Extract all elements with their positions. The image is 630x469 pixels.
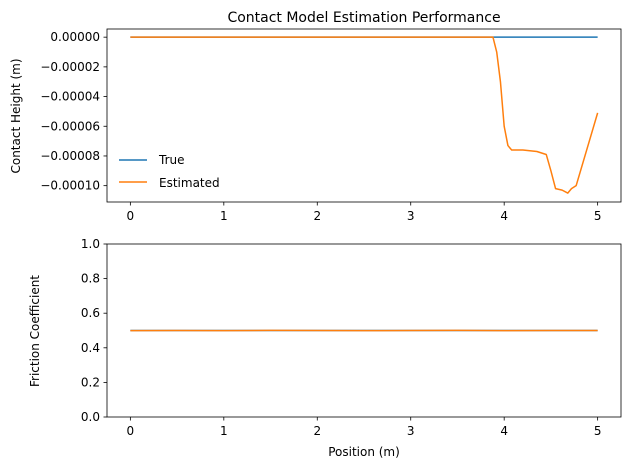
x-tick-label: 5 [594, 209, 602, 223]
contact-height-axes-frame [106, 28, 622, 203]
friction-coefficient-x-ticks: 0 1 2 3 4 5 [127, 417, 602, 438]
y-tick-label: −0.00004 [40, 90, 100, 104]
y-tick-label: 0.8 [81, 272, 100, 286]
x-tick-label: 0 [127, 424, 135, 438]
x-tick-label: 3 [407, 209, 415, 223]
contact-height-y-label: Contact Height (m) [9, 58, 23, 173]
contact-height-y-ticks: 0.00000 −0.00002 −0.00004 −0.00006 −0.00008 −… [40, 30, 107, 193]
x-tick-label: 3 [407, 424, 415, 438]
estimated-line [130, 36, 599, 194]
y-tick-label: 0.0 [81, 410, 100, 424]
y-tick-label: −0.00010 [40, 179, 100, 193]
legend-estimated-label: Estimated [159, 176, 220, 190]
x-tick-label: 0 [127, 209, 135, 223]
y-tick-label: 0.00000 [50, 30, 100, 44]
y-tick-label: −0.00002 [40, 60, 100, 74]
x-axis-label: Position (m) [328, 445, 400, 459]
y-tick-label: −0.00006 [40, 119, 100, 133]
friction-coefficient-y-label: Friction Coefficient [28, 275, 42, 387]
x-tick-label: 1 [220, 209, 228, 223]
contact-height-x-ticks: 0 1 2 3 4 5 [127, 202, 602, 223]
friction-coefficient-plot: 0 1 2 3 4 5 0.0 0.2 0.4 0.6 0.8 1.0 Friction Coeff… [28, 237, 622, 459]
legend-true-label: True [158, 153, 185, 167]
legend: True Estimated [119, 153, 220, 190]
y-tick-label: 1.0 [81, 237, 100, 251]
contact-height-series [130, 36, 599, 194]
x-tick-label: 4 [500, 424, 508, 438]
x-tick-label: 1 [220, 424, 228, 438]
y-tick-label: 0.4 [81, 341, 100, 355]
x-tick-label: 4 [500, 209, 508, 223]
x-tick-label: 2 [313, 424, 321, 438]
x-tick-label: 2 [313, 209, 321, 223]
y-tick-label: 0.2 [81, 375, 100, 389]
friction-coefficient-axes-frame [106, 243, 622, 418]
chart-title: Contact Model Estimation Performance [227, 10, 500, 26]
contact-height-plot: Contact Model Estimation Performance 0 1 2… [9, 10, 622, 223]
friction-coefficient-y-ticks: 0.0 0.2 0.4 0.6 0.8 1.0 [81, 237, 107, 424]
y-tick-label: −0.00008 [40, 149, 100, 163]
y-tick-label: 0.6 [81, 306, 100, 320]
x-tick-label: 5 [594, 424, 602, 438]
